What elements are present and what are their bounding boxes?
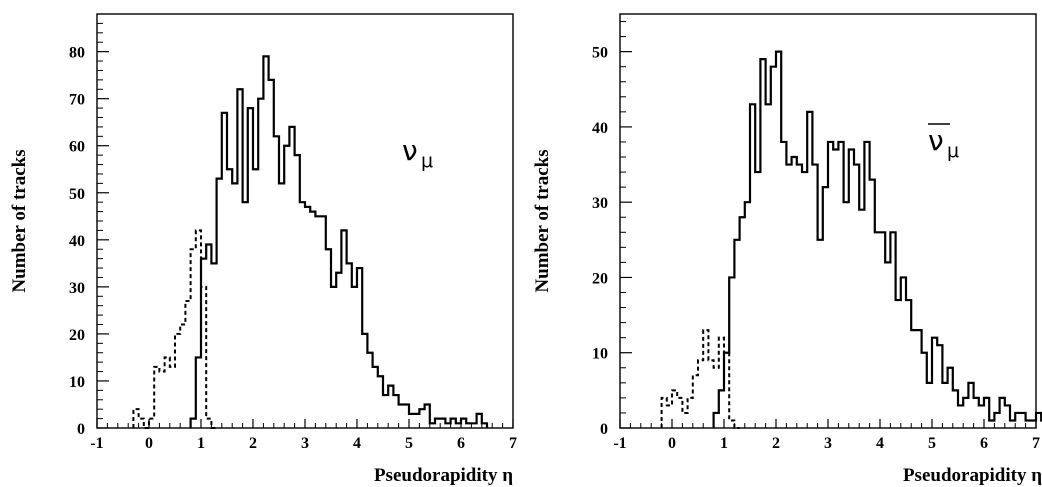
series-layer (132, 55, 489, 429)
x-tick-label: 4 (353, 435, 361, 452)
x-tick-label: -1 (90, 435, 103, 452)
y-tick-label: 20 (592, 270, 608, 287)
y-tick-label: 20 (69, 327, 85, 344)
y-tick-label: 30 (592, 195, 608, 212)
axis-ticks (619, 21, 1037, 429)
solid-histogram-series (189, 55, 489, 428)
x-tick-label: 5 (928, 435, 936, 452)
x-tick-label: 6 (457, 435, 465, 452)
antineutrino-annotation: ν μ (928, 123, 959, 162)
annotation-symbol: ν (928, 124, 944, 157)
right-panel: -1 0 1 2 3 4 5 6 7 0 10 20 30 40 50 Number of tracks P… (532, 13, 1042, 486)
y-tick-label: 10 (69, 374, 85, 391)
x-tick-label: 2 (772, 435, 780, 452)
plot-frame (96, 13, 514, 429)
annotation-subscript: μ (947, 140, 959, 162)
x-tick-label: 3 (824, 435, 832, 452)
y-tick-label: 70 (69, 92, 85, 109)
x-tick-label: 0 (668, 435, 676, 452)
solid-histogram-series (712, 50, 1042, 428)
x-tick-label: 1 (720, 435, 728, 452)
annotation-subscript: μ (421, 150, 433, 172)
x-tick-label: 2 (249, 435, 257, 452)
y-tick-label: 0 (600, 421, 608, 438)
x-tick-label: 3 (301, 435, 309, 452)
neutrino-annotation: ν μ (402, 134, 433, 172)
y-tick-label: 80 (69, 45, 85, 62)
y-tick-label: 10 (592, 346, 608, 363)
x-tick-label: 4 (876, 435, 884, 452)
y-tick-label: 30 (69, 280, 85, 297)
y-tick-label: 0 (77, 421, 85, 438)
x-tick-label: 0 (145, 435, 153, 452)
plot-frame (619, 13, 1037, 429)
y-tick-label: 40 (69, 233, 85, 250)
axis-ticks (96, 13, 514, 429)
y-tick-label: 50 (69, 186, 85, 203)
y-axis-label: Number of tracks (9, 149, 30, 292)
dashed-histogram-series (132, 229, 217, 429)
dashed-histogram-series (660, 329, 740, 429)
x-axis-label: Pseudorapidity η (374, 465, 513, 486)
tick-labels: -1 0 1 2 3 4 5 6 7 0 10 20 30 40 50 (592, 45, 1040, 452)
y-tick-label: 60 (69, 139, 85, 156)
series-layer (660, 50, 1042, 429)
x-tick-label: 6 (980, 435, 988, 452)
x-tick-label: 5 (405, 435, 413, 452)
x-tick-label: 7 (509, 435, 517, 452)
x-tick-label: 1 (197, 435, 205, 452)
x-axis-label: Pseudorapidity η (903, 465, 1042, 486)
x-tick-label: 7 (1032, 435, 1040, 452)
y-axis-label: Number of tracks (532, 149, 553, 292)
annotation-symbol: ν (402, 134, 418, 167)
y-tick-label: 40 (592, 120, 608, 137)
y-tick-label: 50 (592, 45, 608, 62)
x-tick-label: -1 (613, 435, 626, 452)
